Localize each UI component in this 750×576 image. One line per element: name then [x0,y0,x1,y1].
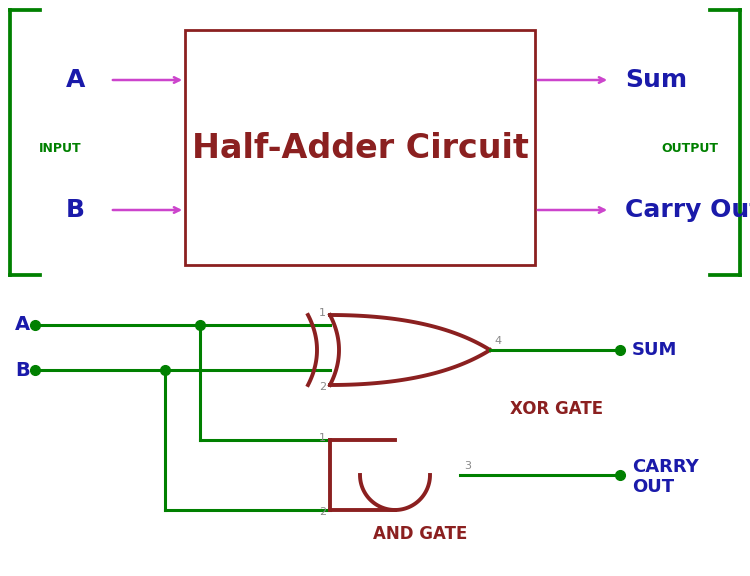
Text: 2: 2 [319,382,326,392]
Text: A: A [66,68,85,92]
Text: OUT: OUT [632,478,674,496]
Text: AND GATE: AND GATE [373,525,467,543]
Text: A: A [15,316,30,335]
Text: B: B [66,198,85,222]
Text: INPUT: INPUT [39,142,81,154]
Text: SUM: SUM [632,341,677,359]
Text: 2: 2 [319,507,326,517]
Text: OUTPUT: OUTPUT [662,142,718,154]
Text: 3: 3 [464,461,471,471]
Text: Sum: Sum [625,68,687,92]
Text: B: B [15,361,30,380]
Text: 1: 1 [319,308,326,318]
Text: 4: 4 [494,336,501,346]
Text: Half-Adder Circuit: Half-Adder Circuit [191,131,529,165]
Text: Carry Out: Carry Out [625,198,750,222]
Bar [185,30,535,265]
Text: XOR GATE: XOR GATE [510,400,603,418]
Text: 1: 1 [319,433,326,443]
Text: CARRY: CARRY [632,458,699,476]
